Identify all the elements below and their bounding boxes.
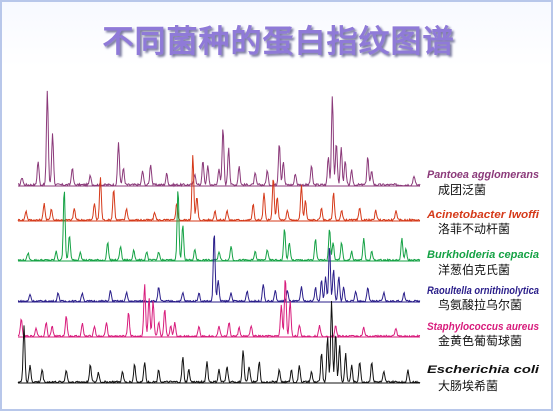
spectrum-line-2: [17, 155, 421, 223]
species-chinese-name-5: 金黄色葡萄球菌: [438, 333, 522, 348]
species-chinese-name-4: 鸟氨酸拉乌尔菌: [438, 297, 522, 312]
spectrum-line-4: [17, 235, 421, 304]
species-name-2: Acinetobacter lwoffi: [426, 209, 540, 221]
species-chinese-name-1: 成团泛菌: [438, 183, 486, 197]
spectrum-line-5: [17, 280, 421, 339]
spectrum-line-3: [17, 191, 421, 263]
page-title: 不同菌种的蛋白指纹图谱: [102, 24, 455, 60]
species-chinese-name-6: 大肠埃希菌: [438, 378, 498, 393]
species-chinese-name-3: 洋葱伯克氏菌: [438, 262, 510, 277]
species-name-4: Raoultella ornithinolytica: [427, 285, 539, 297]
spectrum-line-6: [17, 301, 421, 384]
species-labels: Pantoea agglomerans 成团泛菌 Acinetobacter lwo…: [426, 169, 540, 393]
species-name-1: Pantoea agglomerans: [427, 169, 539, 181]
spectrum-line-1: [17, 90, 421, 188]
species-name-5: Staphylococcus aureus: [427, 321, 539, 333]
spectra-traces: [17, 90, 421, 384]
species-name-6: Escherichia coli: [427, 364, 540, 376]
species-chinese-name-2: 洛菲不动杆菌: [438, 221, 510, 236]
species-name-3: Burkholderia cepacia: [427, 249, 539, 261]
